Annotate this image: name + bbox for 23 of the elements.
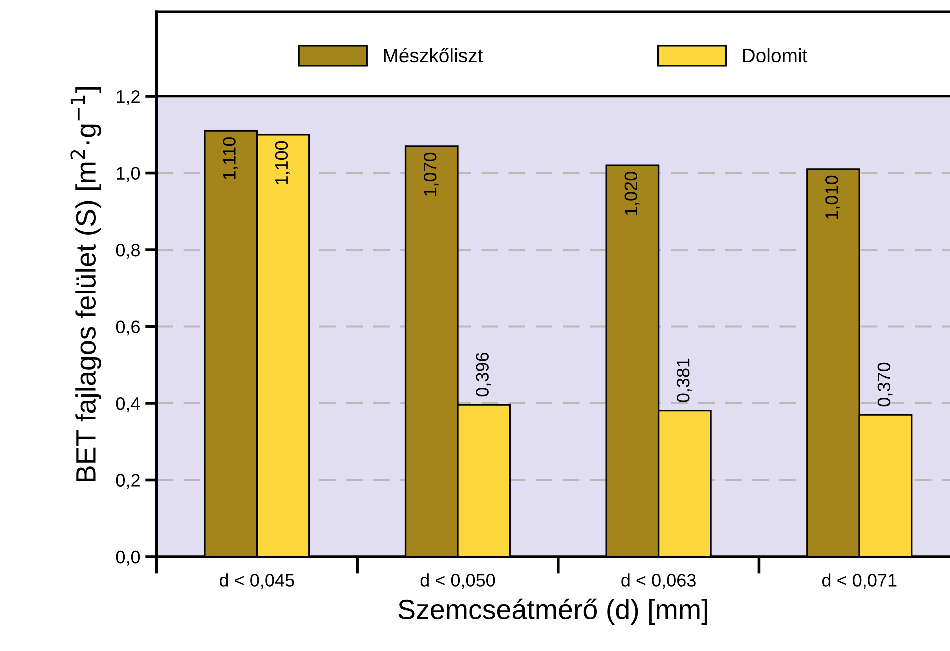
y-tick-label: 0,6 [116, 320, 140, 336]
data-label: 0,396 [476, 352, 492, 397]
y-tick-label: 1,2 [117, 90, 140, 106]
legend-label: Mészkőliszt [384, 48, 484, 63]
y-tick-label: 0,4 [116, 397, 140, 412]
x-tick-label: d < 0,050 [420, 574, 496, 590]
x-tick-label: d < 0,045 [220, 574, 294, 590]
y-tick-label: 1,0 [117, 167, 140, 182]
y-tick-label: 0,8 [116, 244, 140, 259]
data-label: 1,070 [424, 152, 439, 196]
x-axis-title: Szemcseátmérő (d) [mm] [398, 598, 708, 626]
data-label: 1,020 [624, 172, 640, 216]
y-tick-label: 0,2 [116, 474, 140, 490]
data-label: 0,370 [878, 362, 893, 407]
data-label: 0,381 [676, 358, 692, 402]
x-tick-label: d < 0,063 [622, 574, 696, 590]
x-tick-label: d < 0,071 [822, 574, 897, 590]
legend-label: Dolomit [743, 48, 808, 63]
y-axis-title: BET fajlagos felület (S) [m$^{2}$·g$^{−1}$] [70, 88, 102, 482]
data-label: 1,010 [826, 176, 840, 219]
data-label: 1,100 [275, 141, 290, 184]
y-tick-label: 0,0 [116, 550, 140, 566]
data-label: 1,110 [223, 138, 238, 180]
